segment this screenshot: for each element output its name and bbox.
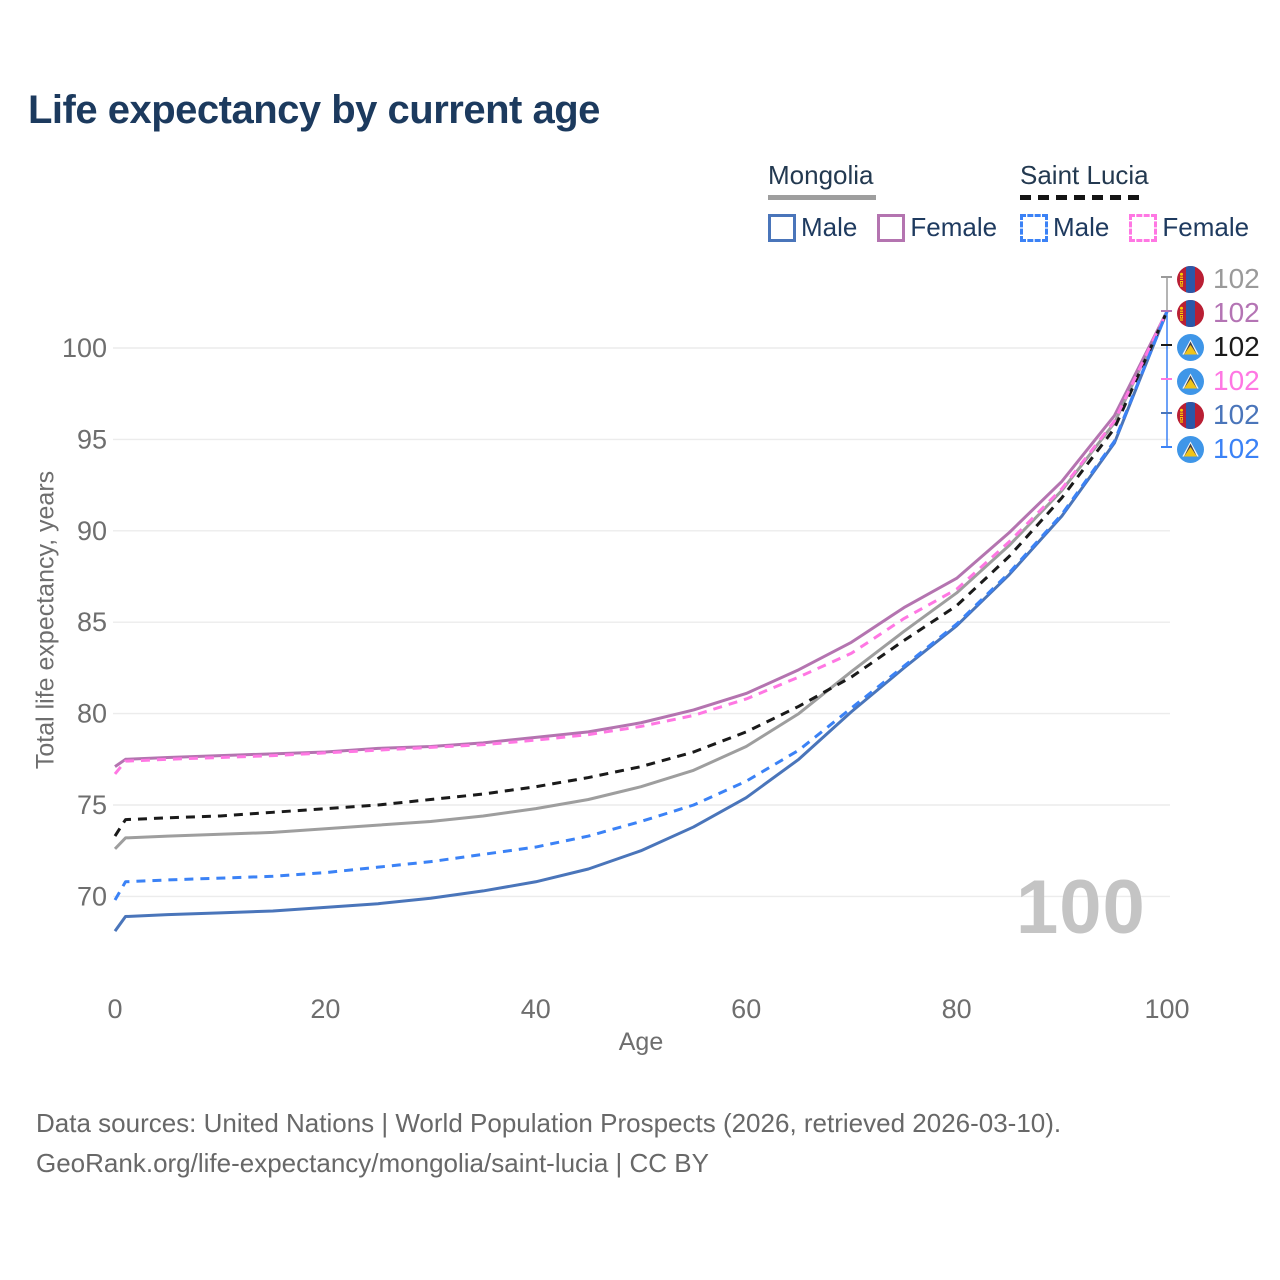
legend-label: Female bbox=[910, 212, 998, 242]
legend-group-mongolia: Mongolia Male Female bbox=[768, 160, 997, 243]
legend-item-saint-lucia-male[interactable]: Male bbox=[1020, 212, 1109, 243]
data-sources-text: Data sources: United Nations | World Pop… bbox=[36, 1108, 1062, 1138]
legend-label: Male bbox=[1053, 212, 1110, 242]
y-tick-label: 95 bbox=[77, 424, 107, 454]
legend-item-mongolia-male[interactable]: Male bbox=[768, 212, 857, 243]
series-line-mongolia-female bbox=[114, 310, 1169, 768]
page-title: Life expectancy by current age bbox=[28, 88, 600, 132]
attribution-url-text: GeoRank.org/life-expectancy/mongolia/sai… bbox=[36, 1148, 709, 1178]
series-end-label-row: 102 bbox=[1177, 365, 1260, 397]
saint-lucia-female-swatch-icon bbox=[1129, 213, 1158, 242]
end-value-label: 102 bbox=[1213, 399, 1260, 430]
series-end-label-row: 102 bbox=[1177, 433, 1260, 465]
mongolia-flag-icon bbox=[1177, 299, 1204, 327]
x-axis-title: Age bbox=[618, 1028, 664, 1056]
legend-country-saint-lucia[interactable]: Saint Lucia bbox=[1020, 160, 1149, 190]
saint-lucia-flag-icon bbox=[1177, 333, 1204, 361]
legend-label: Female bbox=[1162, 212, 1250, 242]
mongolia-flag-icon bbox=[1177, 401, 1204, 429]
age-counter-watermark: 100 bbox=[1016, 865, 1146, 950]
x-tick-label: 40 bbox=[521, 994, 551, 1024]
end-value-label: 102 bbox=[1213, 365, 1260, 396]
legend-group-saint-lucia: Saint Lucia Male Female bbox=[1020, 160, 1249, 243]
x-tick-label: 100 bbox=[1144, 994, 1189, 1024]
series-end-label-row: 102 bbox=[1177, 399, 1260, 431]
legend-label: Male bbox=[801, 212, 858, 242]
saint-lucia-flag-icon bbox=[1177, 367, 1204, 395]
end-value-label: 102 bbox=[1213, 331, 1260, 362]
x-tick-label: 20 bbox=[310, 994, 340, 1024]
series-end-label-row: 102 bbox=[1177, 297, 1260, 329]
mongolia-female-swatch-icon bbox=[877, 213, 906, 242]
legend-country-mongolia[interactable]: Mongolia bbox=[768, 160, 874, 190]
saint-lucia-dashed-line-sample bbox=[1020, 195, 1144, 200]
legend-item-mongolia-female[interactable]: Female bbox=[877, 212, 997, 243]
saint-lucia-flag-icon bbox=[1177, 435, 1204, 463]
mongolia-male-swatch-icon bbox=[768, 213, 796, 242]
mongolia-solid-line-sample bbox=[768, 195, 876, 200]
series-end-label-row: 102 bbox=[1177, 263, 1260, 295]
x-tick-label: 60 bbox=[731, 994, 761, 1024]
series-line-mongolia-male bbox=[113, 310, 1169, 933]
y-axis-title: Total life expectancy, years bbox=[31, 470, 60, 770]
legend-item-saint-lucia-female[interactable]: Female bbox=[1129, 212, 1249, 243]
series-line-saint-lucia-female bbox=[113, 310, 1169, 775]
x-tick-label: 80 bbox=[942, 994, 972, 1024]
y-tick-label: 80 bbox=[77, 699, 107, 729]
y-tick-label: 85 bbox=[77, 607, 107, 637]
series-end-label-row: 102 bbox=[1177, 331, 1260, 363]
mongolia-flag-icon bbox=[1177, 265, 1204, 293]
chart-legend: Mongolia Male Female Saint Lucia Male Fe… bbox=[0, 160, 1280, 250]
end-value-label: 102 bbox=[1213, 297, 1260, 328]
y-tick-label: 90 bbox=[77, 516, 107, 546]
saint-lucia-male-swatch-icon bbox=[1020, 213, 1048, 242]
y-tick-label: 70 bbox=[77, 881, 107, 911]
line-chart: 70 75 80 85 90 95 100 0 20 40 60 80 100 bbox=[62, 276, 1190, 1024]
x-tick-label: 0 bbox=[107, 994, 122, 1024]
series-line-mongolia-total bbox=[113, 310, 1169, 850]
series-line-saint-lucia-male bbox=[113, 310, 1169, 901]
end-value-label: 102 bbox=[1213, 263, 1260, 294]
y-tick-label: 75 bbox=[77, 790, 107, 820]
end-value-label: 102 bbox=[1213, 433, 1260, 464]
series-line-saint-lucia-total bbox=[113, 310, 1169, 837]
y-tick-label: 100 bbox=[62, 333, 107, 363]
